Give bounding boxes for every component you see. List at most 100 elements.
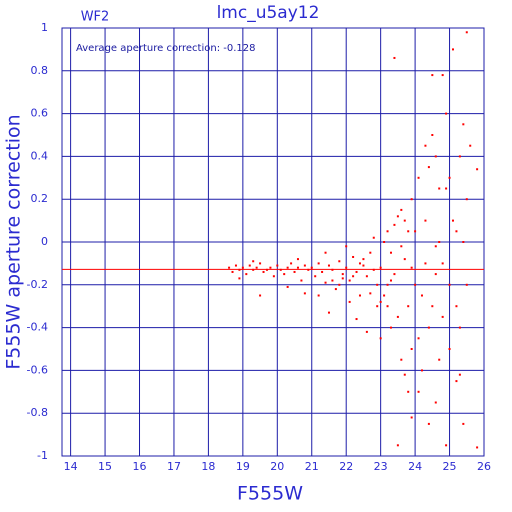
point — [393, 56, 396, 59]
point — [269, 266, 272, 269]
point — [331, 268, 334, 271]
x-tick-label: 16 — [133, 460, 147, 473]
point — [228, 266, 231, 269]
point — [424, 144, 427, 147]
point — [255, 266, 258, 269]
y-tick-label: -1 — [37, 449, 48, 462]
point — [345, 266, 348, 269]
point — [438, 187, 441, 190]
point — [365, 275, 368, 278]
point — [400, 358, 403, 361]
point — [431, 74, 434, 77]
point — [383, 294, 386, 297]
point — [376, 305, 379, 308]
point — [355, 318, 358, 321]
point — [458, 373, 461, 376]
point — [272, 275, 275, 278]
point — [259, 294, 262, 297]
point — [303, 292, 306, 295]
point — [331, 279, 334, 282]
point — [376, 283, 379, 286]
point — [451, 48, 454, 51]
y-tick-label: 0.8 — [31, 64, 49, 77]
point — [400, 208, 403, 211]
point — [379, 266, 382, 269]
point — [321, 270, 324, 273]
point — [248, 264, 251, 267]
point — [341, 277, 344, 280]
point — [379, 337, 382, 340]
point — [300, 279, 303, 282]
point — [455, 380, 458, 383]
point — [434, 245, 437, 248]
point — [445, 187, 448, 190]
point — [290, 262, 293, 265]
point — [379, 300, 382, 303]
point — [386, 305, 389, 308]
y-tick-label: 0 — [41, 235, 48, 248]
point — [341, 273, 344, 276]
point — [252, 260, 255, 263]
point — [410, 266, 413, 269]
point — [403, 219, 406, 222]
point — [314, 275, 317, 278]
point — [420, 294, 423, 297]
point — [286, 285, 289, 288]
point — [445, 444, 448, 447]
point — [262, 270, 265, 273]
point — [427, 422, 430, 425]
point — [434, 401, 437, 404]
annotation: Average aperture correction: -0.128 — [76, 43, 256, 54]
x-tick-label: 21 — [305, 460, 319, 473]
point — [448, 176, 451, 179]
y-tick-label: -0.8 — [27, 406, 48, 419]
point — [259, 262, 262, 265]
point — [238, 277, 241, 280]
y-tick-label: 0.2 — [31, 192, 49, 205]
point — [338, 260, 341, 263]
point — [296, 266, 299, 269]
point — [427, 166, 430, 169]
point — [241, 266, 244, 269]
point — [407, 305, 410, 308]
point — [345, 245, 348, 248]
point — [348, 279, 351, 282]
y-tick-label: 0.4 — [31, 149, 49, 162]
point — [410, 348, 413, 350]
point — [389, 279, 392, 282]
point — [476, 168, 479, 171]
chart-title: lmc_u5ay12 — [217, 3, 320, 23]
point — [431, 305, 434, 308]
point — [324, 251, 327, 254]
point — [286, 266, 289, 269]
x-tick-label: 20 — [270, 460, 284, 473]
point — [455, 230, 458, 233]
point — [348, 300, 351, 303]
point — [334, 288, 337, 291]
point — [465, 198, 468, 201]
panel-label: WF2 — [81, 10, 110, 25]
point — [307, 268, 310, 271]
point — [420, 369, 423, 372]
x-tick-label: 26 — [477, 460, 491, 473]
x-tick-label: 23 — [374, 460, 388, 473]
point — [393, 273, 396, 276]
point — [441, 315, 444, 318]
point — [372, 236, 375, 239]
point — [414, 230, 417, 233]
point — [396, 315, 399, 318]
point — [462, 422, 465, 425]
point — [365, 330, 368, 333]
point — [389, 251, 392, 254]
point — [265, 268, 268, 271]
point — [245, 273, 248, 276]
point — [424, 219, 427, 222]
point — [465, 283, 468, 286]
point — [410, 416, 413, 419]
point — [417, 176, 420, 179]
point — [441, 262, 444, 265]
point — [372, 268, 375, 271]
point — [403, 373, 406, 376]
y-tick-label: -0.4 — [27, 321, 48, 334]
